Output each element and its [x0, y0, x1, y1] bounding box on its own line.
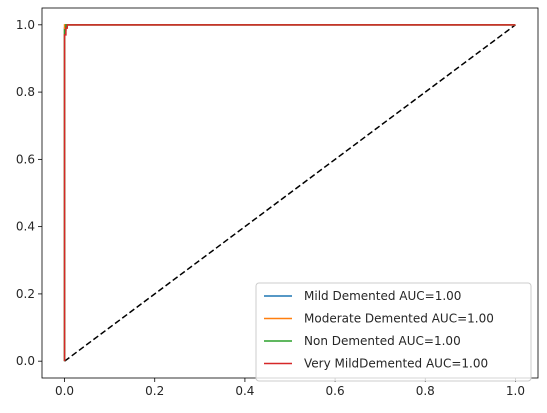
legend-label-0: Mild Demented AUC=1.00	[304, 289, 461, 303]
legend: Mild Demented AUC=1.00 Moderate Demented …	[255, 282, 532, 382]
x-tick-label: 0.2	[145, 384, 164, 398]
series-line-3	[63, 24, 516, 362]
plot-area	[63, 24, 516, 362]
x-tick-label: 1.0	[506, 384, 525, 398]
x-tick-label: 0.0	[55, 384, 74, 398]
legend-label-1: Moderate Demented AUC=1.00	[304, 312, 494, 326]
x-tick-label: 0.8	[416, 384, 435, 398]
legend-label-3: Very MildDemented AUC=1.00	[304, 357, 488, 371]
axis-ticks: 0.0 0.2 0.4 0.6 0.8 1.0 0.0 0.2 0.4 0.6 0.8 1.0	[16, 18, 525, 398]
y-tick-label: 0.2	[16, 287, 35, 301]
chance-reference-line	[64, 24, 516, 362]
y-tick-label: 0.4	[16, 220, 35, 234]
legend-box	[255, 282, 532, 382]
x-tick-label: 0.6	[326, 384, 345, 398]
x-tick-label: 0.4	[235, 384, 254, 398]
y-tick-label: 0.6	[16, 152, 35, 166]
y-tick-label: 0.8	[16, 85, 35, 99]
y-tick-label: 1.0	[16, 18, 35, 32]
legend-label-2: Non Demented AUC=1.00	[304, 334, 461, 348]
y-tick-label: 0.0	[16, 354, 35, 368]
